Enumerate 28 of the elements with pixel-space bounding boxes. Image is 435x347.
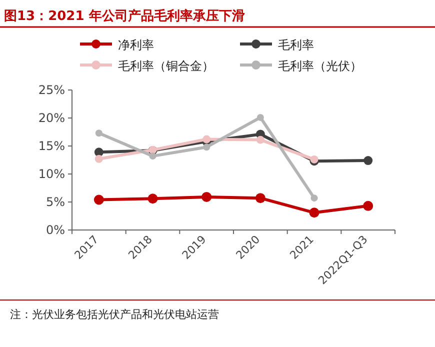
point (256, 114, 264, 121)
point (310, 194, 318, 202)
y-tick-label: 20% (38, 111, 65, 125)
point (94, 194, 104, 205)
legend-label: 毛利率 (278, 38, 314, 52)
y-tick-label: 5% (46, 195, 65, 209)
chart-title: 图13：2021 年公司产品毛利率承压下滑 (4, 8, 245, 24)
point (94, 154, 103, 163)
y-tick-label: 10% (38, 167, 65, 181)
y-tick-label: 25% (38, 83, 65, 97)
point (310, 155, 318, 164)
y-tick-label: 15% (38, 139, 65, 153)
legend-label: 毛利率（铜合金） (118, 59, 214, 73)
y-tick-label: 0% (46, 223, 65, 237)
legend-label: 毛利率（光伏） (278, 59, 362, 73)
point (95, 130, 102, 137)
point (363, 200, 374, 211)
point (256, 136, 264, 144)
text: 注：光伏业务包括光伏产品和光伏电站运营 (10, 308, 219, 321)
point (364, 156, 373, 166)
point (149, 152, 156, 160)
legend-label: 净利率 (118, 38, 154, 52)
point (202, 135, 211, 144)
point (255, 193, 266, 204)
point (202, 192, 212, 202)
point (148, 194, 158, 204)
point (203, 144, 210, 151)
point (309, 208, 320, 218)
